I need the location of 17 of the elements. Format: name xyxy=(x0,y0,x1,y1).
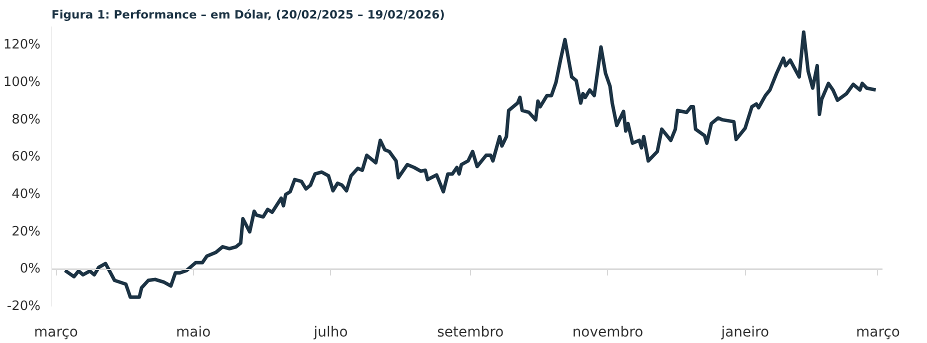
y-tick-label: 80% xyxy=(12,112,41,128)
y-tick-label: 40% xyxy=(12,187,41,202)
x-tick-label: novembro xyxy=(572,324,644,340)
y-tick-label: 0% xyxy=(20,262,40,277)
y-tick-label: -20% xyxy=(6,299,41,314)
x-tick-label: março xyxy=(34,324,78,340)
x-tick-label: julho xyxy=(312,324,348,340)
x-tick-label: janeiro xyxy=(720,324,770,340)
y-tick-label: 100% xyxy=(3,75,41,90)
x-tick-label: setembro xyxy=(437,324,504,340)
x-tick-label: março xyxy=(856,324,900,340)
y-tick-label: 120% xyxy=(3,38,41,53)
line-series xyxy=(63,30,878,299)
chart-title: Figura 1: Performance – em Dólar, (20/02/2025 – 19/02/2026) xyxy=(52,8,445,22)
y-tick-label: 60% xyxy=(12,150,41,165)
y-tick-label: 20% xyxy=(12,224,41,240)
x-tick-label: maio xyxy=(176,324,211,340)
